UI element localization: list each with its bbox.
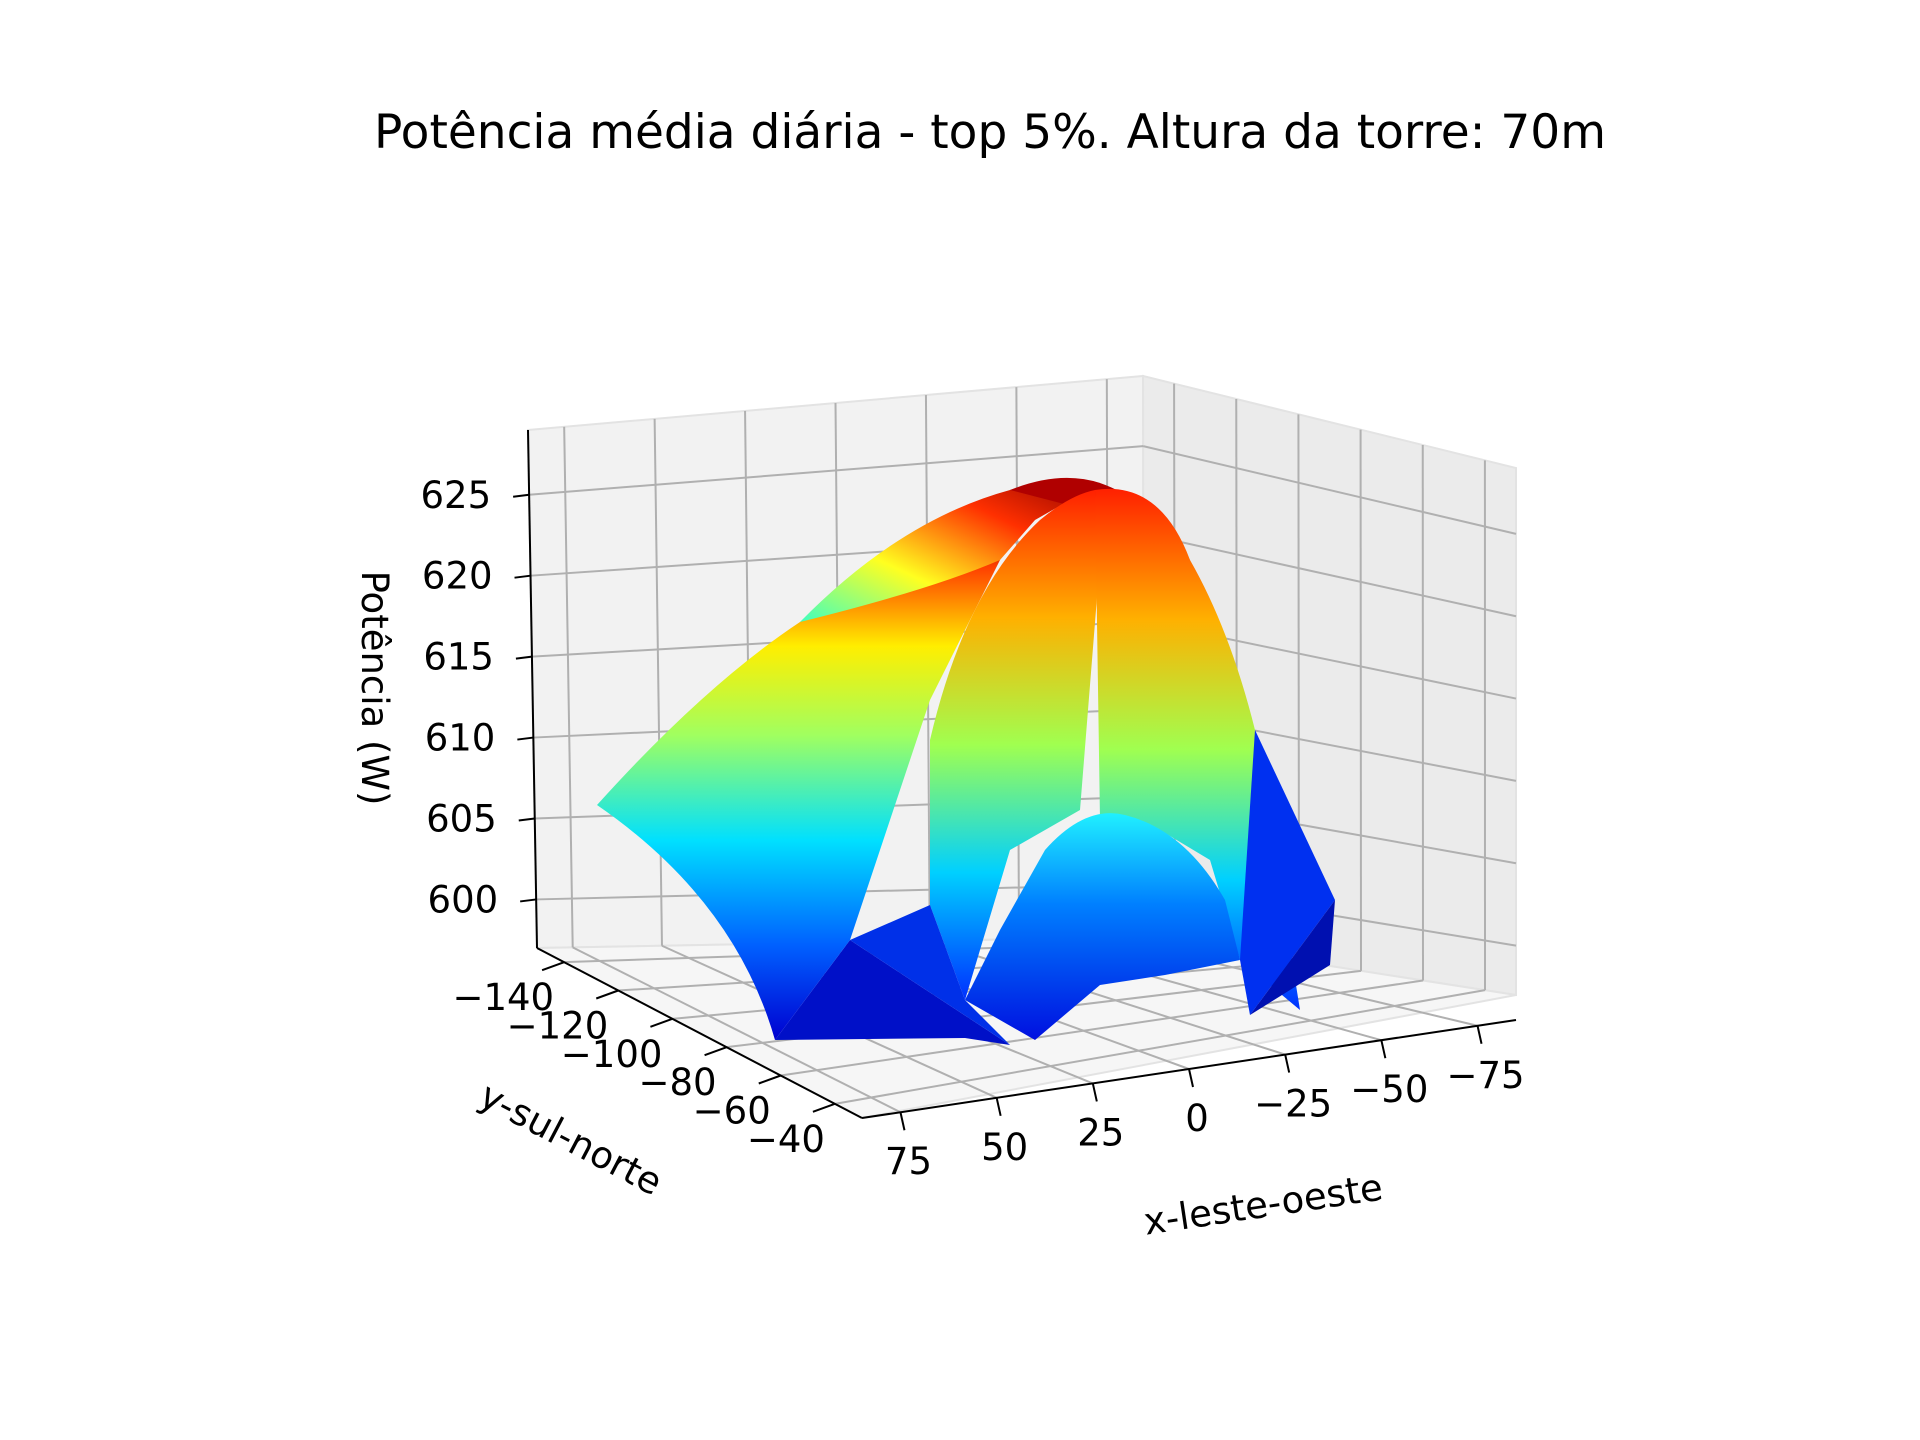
z-tick-label: 620 xyxy=(422,555,493,598)
z-tick-label: 615 xyxy=(423,636,494,679)
surface-wall-left xyxy=(930,490,1100,1000)
y-axis-line xyxy=(536,947,863,1119)
z-axis-line xyxy=(527,429,538,949)
x-tick-label: −50 xyxy=(1350,1068,1428,1111)
x-tick-label: 75 xyxy=(885,1140,932,1183)
x-tick-label: 50 xyxy=(981,1126,1028,1169)
surface-base-right-dark xyxy=(1250,900,1335,1015)
y-tick-label: −100 xyxy=(561,1033,663,1076)
z-tick xyxy=(517,736,534,741)
surface-ridge xyxy=(1010,477,1190,560)
x-tick-label: 25 xyxy=(1077,1111,1124,1154)
x-gridline xyxy=(653,418,663,946)
x-tick-label: −25 xyxy=(1254,1083,1332,1126)
chart-title: Potência média diária - top 5%. Altura d… xyxy=(374,105,1606,160)
surface-base-right xyxy=(1240,730,1335,1015)
x-tick xyxy=(1091,1083,1098,1102)
x-tick xyxy=(1380,1039,1387,1059)
x-tick xyxy=(899,1112,906,1131)
y-tick xyxy=(541,961,565,972)
z-tick xyxy=(513,493,530,498)
y-gridline xyxy=(780,979,1424,1077)
tick-marks xyxy=(513,493,1483,1131)
z-tick-label: 625 xyxy=(421,474,492,517)
x-tick-label: 0 xyxy=(1185,1097,1209,1140)
x-tick xyxy=(1284,1054,1291,1073)
z-tick-label: 600 xyxy=(428,878,499,921)
y-tick-label: −120 xyxy=(507,1005,609,1048)
surface-plot xyxy=(597,477,1335,1045)
z-tick-label: 605 xyxy=(426,798,497,841)
y-tick xyxy=(704,1046,727,1057)
surface-base-mid xyxy=(850,905,1010,1045)
z-tick xyxy=(514,574,531,579)
y-tick xyxy=(650,1017,673,1028)
x-tick-label: −75 xyxy=(1446,1054,1524,1097)
x-axis-label: x-leste-oeste xyxy=(1141,1166,1386,1244)
x-tick xyxy=(1188,1068,1194,1088)
tick-labels: 600 605 610 615 620 625 −140−120−100−80−60−40 7… xyxy=(421,474,1525,1183)
surface-left-face xyxy=(597,515,1015,1040)
z-tick xyxy=(515,655,533,660)
y-tick xyxy=(595,989,619,1000)
z-tick xyxy=(520,898,537,903)
y-tick-label: −40 xyxy=(747,1118,825,1161)
y-tick xyxy=(812,1102,836,1113)
z-tick-label: 610 xyxy=(425,717,496,760)
x-gridline xyxy=(572,946,901,1114)
y-gridline xyxy=(834,989,1486,1105)
z-gridline xyxy=(1142,445,1517,535)
x-gridline xyxy=(563,426,574,948)
surface-top-face xyxy=(800,480,1100,622)
y-tick-label: −60 xyxy=(693,1090,771,1133)
y-tick xyxy=(758,1074,782,1085)
y-tick-label: −80 xyxy=(638,1061,716,1104)
y-tick-label: −140 xyxy=(452,976,554,1019)
z-tick xyxy=(518,817,535,822)
z-gridline xyxy=(1143,532,1517,618)
x-tick xyxy=(1476,1025,1483,1044)
z-axis-label: Potência (W) xyxy=(353,571,396,806)
x-tick xyxy=(995,1097,1002,1117)
surface-base-left xyxy=(775,940,1010,1045)
surface-inner-dome xyxy=(965,813,1240,1040)
